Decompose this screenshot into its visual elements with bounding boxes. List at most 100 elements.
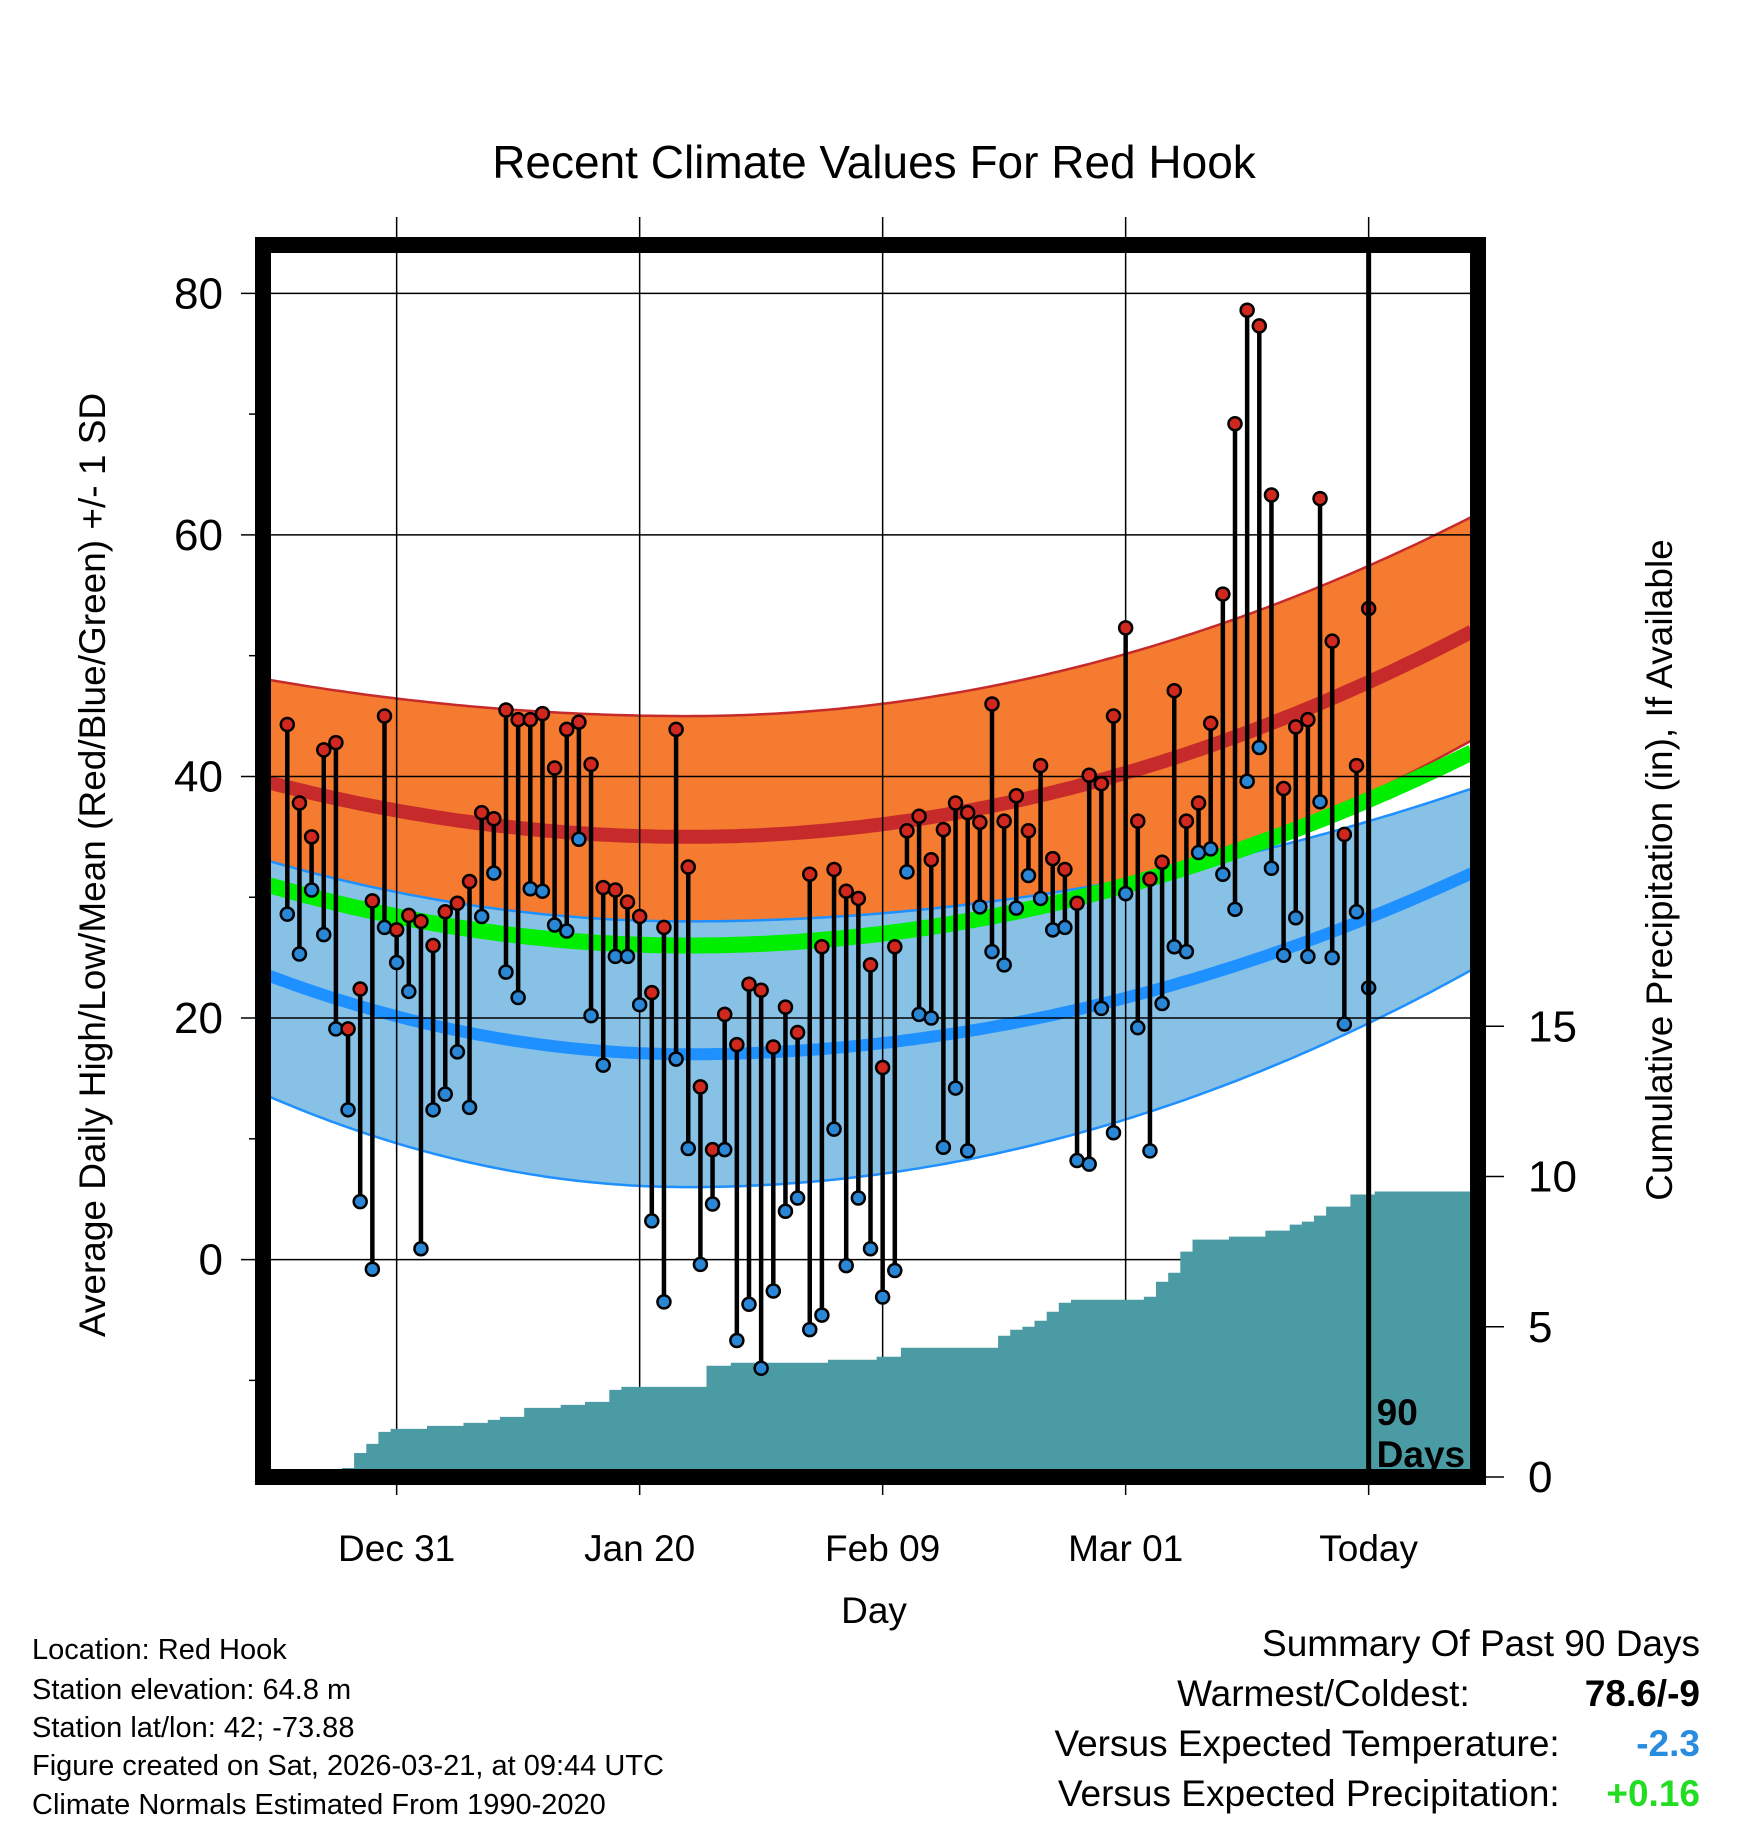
footer-latlon: Station lat/lon: 42; -73.88 xyxy=(32,1712,355,1744)
daily-high-point xyxy=(291,795,308,811)
daily-high-point xyxy=(1275,780,1292,797)
daily-high-point xyxy=(352,981,368,997)
y-right-tick-label: 10 xyxy=(1528,1153,1577,1202)
daily-low-point xyxy=(1202,841,1219,857)
y-left-tick-label: 0 xyxy=(199,1236,223,1285)
daily-low-point xyxy=(777,1203,794,1220)
daily-high-point xyxy=(1190,795,1207,811)
summary-precip-row: Versus Expected Precipitation: +0.16 xyxy=(1058,1775,1700,1812)
daily-high-point xyxy=(1032,757,1049,774)
daily-low-point xyxy=(449,1044,466,1060)
daily-low-point xyxy=(1130,1019,1146,1036)
high-normal-band xyxy=(269,516,1472,958)
summary-precip-label: Versus Expected Precipitation: xyxy=(1057,1773,1560,1814)
daily-low-point xyxy=(583,1007,599,1024)
daily-low-point xyxy=(1081,1156,1097,1172)
daily-high-point xyxy=(595,879,611,896)
y-right-tick-label: 0 xyxy=(1528,1453,1552,1502)
daily-high-point xyxy=(1239,302,1255,318)
daily-high-point xyxy=(729,1036,745,1053)
daily-low-point xyxy=(473,908,490,925)
daily-high-point xyxy=(376,708,393,724)
daily-low-point xyxy=(559,923,575,939)
daily-low-point xyxy=(644,1213,660,1229)
daily-high-point xyxy=(680,859,696,875)
daily-high-point xyxy=(1178,813,1195,829)
daily-high-point xyxy=(1251,318,1268,334)
daily-high-point xyxy=(546,760,563,776)
daily-low-point xyxy=(1227,901,1243,918)
daily-high-point xyxy=(1348,757,1365,774)
daily-low-point xyxy=(838,1257,854,1274)
daily-low-point xyxy=(729,1332,745,1349)
daily-low-point xyxy=(716,1141,733,1158)
summary-temp-value: -2.3 xyxy=(1636,1723,1700,1764)
daily-low-point xyxy=(1093,1000,1110,1017)
daily-high-point xyxy=(534,705,551,722)
daily-low-point xyxy=(1312,794,1328,810)
daily-low-point xyxy=(1288,910,1304,926)
daily-high-point xyxy=(279,716,296,733)
x-tick-label: Today xyxy=(1319,1528,1418,1569)
daily-low-point xyxy=(899,864,915,880)
daily-low-point xyxy=(619,948,636,965)
daily-low-point xyxy=(996,957,1012,973)
daily-high-point xyxy=(935,821,952,838)
footer-location: Location: Red Hook xyxy=(32,1634,287,1666)
daily-high-point xyxy=(449,895,466,912)
daily-low-point xyxy=(668,1051,684,1067)
daily-low-point xyxy=(874,1289,891,1305)
plot-frame xyxy=(255,237,1486,1485)
summary-warmest-row: Warmest/Coldest: 78.6/-9 xyxy=(1177,1675,1700,1712)
daily-high-point xyxy=(303,829,320,845)
daily-high-point xyxy=(716,1006,733,1023)
chart-title: Recent Climate Values For Red Hook xyxy=(492,136,1257,188)
daily-low-point xyxy=(741,1296,757,1313)
daily-high-point xyxy=(328,734,344,751)
daily-high-point xyxy=(364,893,381,909)
daily-low-point xyxy=(1008,900,1025,916)
daily-high-point xyxy=(959,804,976,821)
daily-high-point xyxy=(789,1024,806,1041)
x-tick-label: Dec 31 xyxy=(338,1528,455,1569)
daily-low-point xyxy=(704,1196,721,1212)
daily-low-point xyxy=(814,1307,830,1323)
daily-low-point xyxy=(352,1193,368,1210)
daily-low-point xyxy=(826,1121,842,1137)
daily-high-point xyxy=(583,756,599,773)
daily-high-point xyxy=(1045,850,1061,867)
daily-low-point xyxy=(1020,867,1037,884)
y-axis-left-label: Average Daily High/Low/Mean (Red/Blue/Gr… xyxy=(72,393,113,1337)
daily-low-point xyxy=(510,989,526,1006)
daily-low-point xyxy=(461,1099,478,1116)
daily-low-point xyxy=(595,1057,611,1073)
daily-low-point xyxy=(413,1240,429,1257)
summary-temp-row: Versus Expected Temperature: -2.3 xyxy=(1054,1725,1700,1762)
daily-high-point xyxy=(1081,767,1097,783)
summary-title: Summary Of Past 90 Days xyxy=(1262,1623,1700,1664)
daily-low-point xyxy=(789,1190,806,1206)
daily-high-point xyxy=(1020,823,1037,839)
daily-low-point xyxy=(1215,866,1231,883)
daily-high-point xyxy=(1093,775,1110,792)
daily-high-point xyxy=(923,852,939,868)
daily-low-point xyxy=(534,883,551,899)
x-tick-label: Mar 01 xyxy=(1068,1528,1183,1569)
daily-high-point xyxy=(887,939,903,955)
daily-high-point xyxy=(401,907,417,924)
daily-high-point xyxy=(1336,826,1353,843)
daily-high-point xyxy=(437,903,453,920)
daily-low-point xyxy=(1239,773,1255,790)
daily-high-point xyxy=(874,1059,891,1076)
daily-low-point xyxy=(850,1190,867,1206)
x-tick-label: Jan 20 xyxy=(584,1528,695,1569)
daily-low-point xyxy=(1348,903,1365,920)
daily-low-point xyxy=(571,831,587,848)
footer-normals: Climate Normals Estimated From 1990-2020 xyxy=(32,1789,606,1821)
daily-high-point xyxy=(947,795,964,811)
daily-high-point xyxy=(996,813,1012,829)
daily-high-point xyxy=(862,957,879,973)
today-days-word: Days xyxy=(1377,1434,1465,1475)
y-axis-right-label: Cumulative Precipitation (in), If Availa… xyxy=(1639,539,1680,1201)
daily-high-point xyxy=(1105,708,1122,724)
